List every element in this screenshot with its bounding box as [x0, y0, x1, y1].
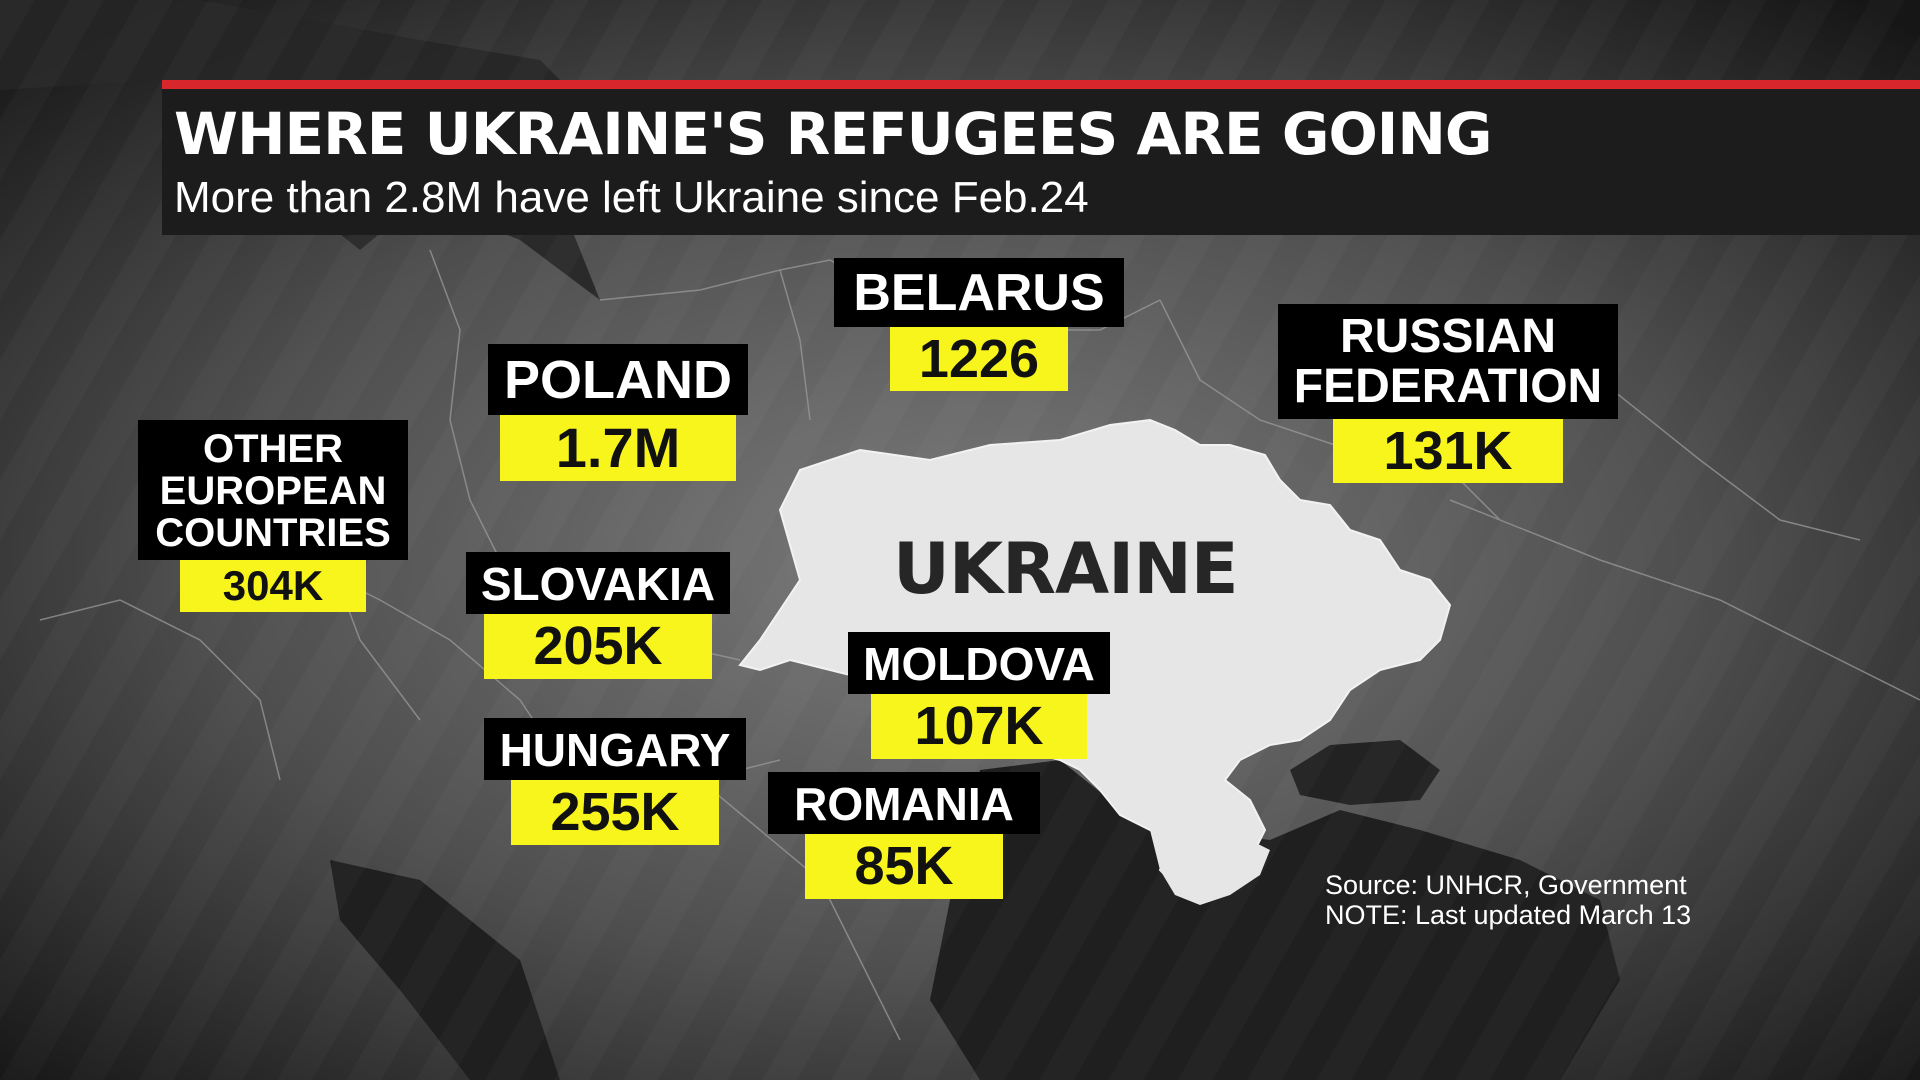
country-value: 205K	[484, 614, 712, 679]
accent-bar	[162, 80, 1920, 89]
label-poland: POLAND 1.7M	[488, 344, 748, 482]
source-note: Source: UNHCR, Government NOTE: Last upd…	[1325, 870, 1691, 930]
country-value: 131K	[1333, 418, 1563, 484]
country-value: 255K	[511, 780, 719, 845]
label-russian-federation: RUSSIAN FEDERATION 131K	[1278, 304, 1618, 484]
country-value: 85K	[805, 834, 1003, 899]
country-name: SLOVAKIA	[466, 552, 730, 615]
label-romania: ROMANIA 85K	[768, 772, 1040, 899]
ukraine-label: UKRAINE	[893, 528, 1239, 610]
country-value: 304K	[180, 560, 366, 613]
country-name: RUSSIAN FEDERATION	[1278, 304, 1618, 419]
country-name: ROMANIA	[768, 772, 1040, 835]
source-text: Source: UNHCR, Government	[1325, 870, 1687, 900]
note-text: NOTE: Last updated March 13	[1325, 900, 1692, 931]
crimea-shape	[1150, 820, 1270, 905]
header: WHERE UKRAINE'S REFUGEES ARE GOING More …	[162, 80, 1920, 235]
country-name: HUNGARY	[484, 718, 746, 781]
country-name: POLAND	[488, 344, 748, 415]
country-value: 1.7M	[500, 414, 736, 482]
country-name: BELARUS	[834, 258, 1124, 327]
label-moldova: MOLDOVA 107K	[848, 632, 1110, 759]
page-title: WHERE UKRAINE'S REFUGEES ARE GOING	[174, 100, 1492, 168]
label-hungary: HUNGARY 255K	[484, 718, 746, 845]
label-other-european-countries: OTHER EUROPEAN COUNTRIES 304K	[138, 420, 408, 613]
label-belarus: BELARUS 1226	[834, 258, 1124, 392]
page-subtitle: More than 2.8M have left Ukraine since F…	[174, 173, 1089, 222]
country-name: MOLDOVA	[848, 632, 1110, 695]
label-slovakia: SLOVAKIA 205K	[466, 552, 730, 679]
country-name: OTHER EUROPEAN COUNTRIES	[138, 420, 408, 560]
country-value: 1226	[890, 326, 1068, 392]
country-value: 107K	[871, 694, 1087, 759]
